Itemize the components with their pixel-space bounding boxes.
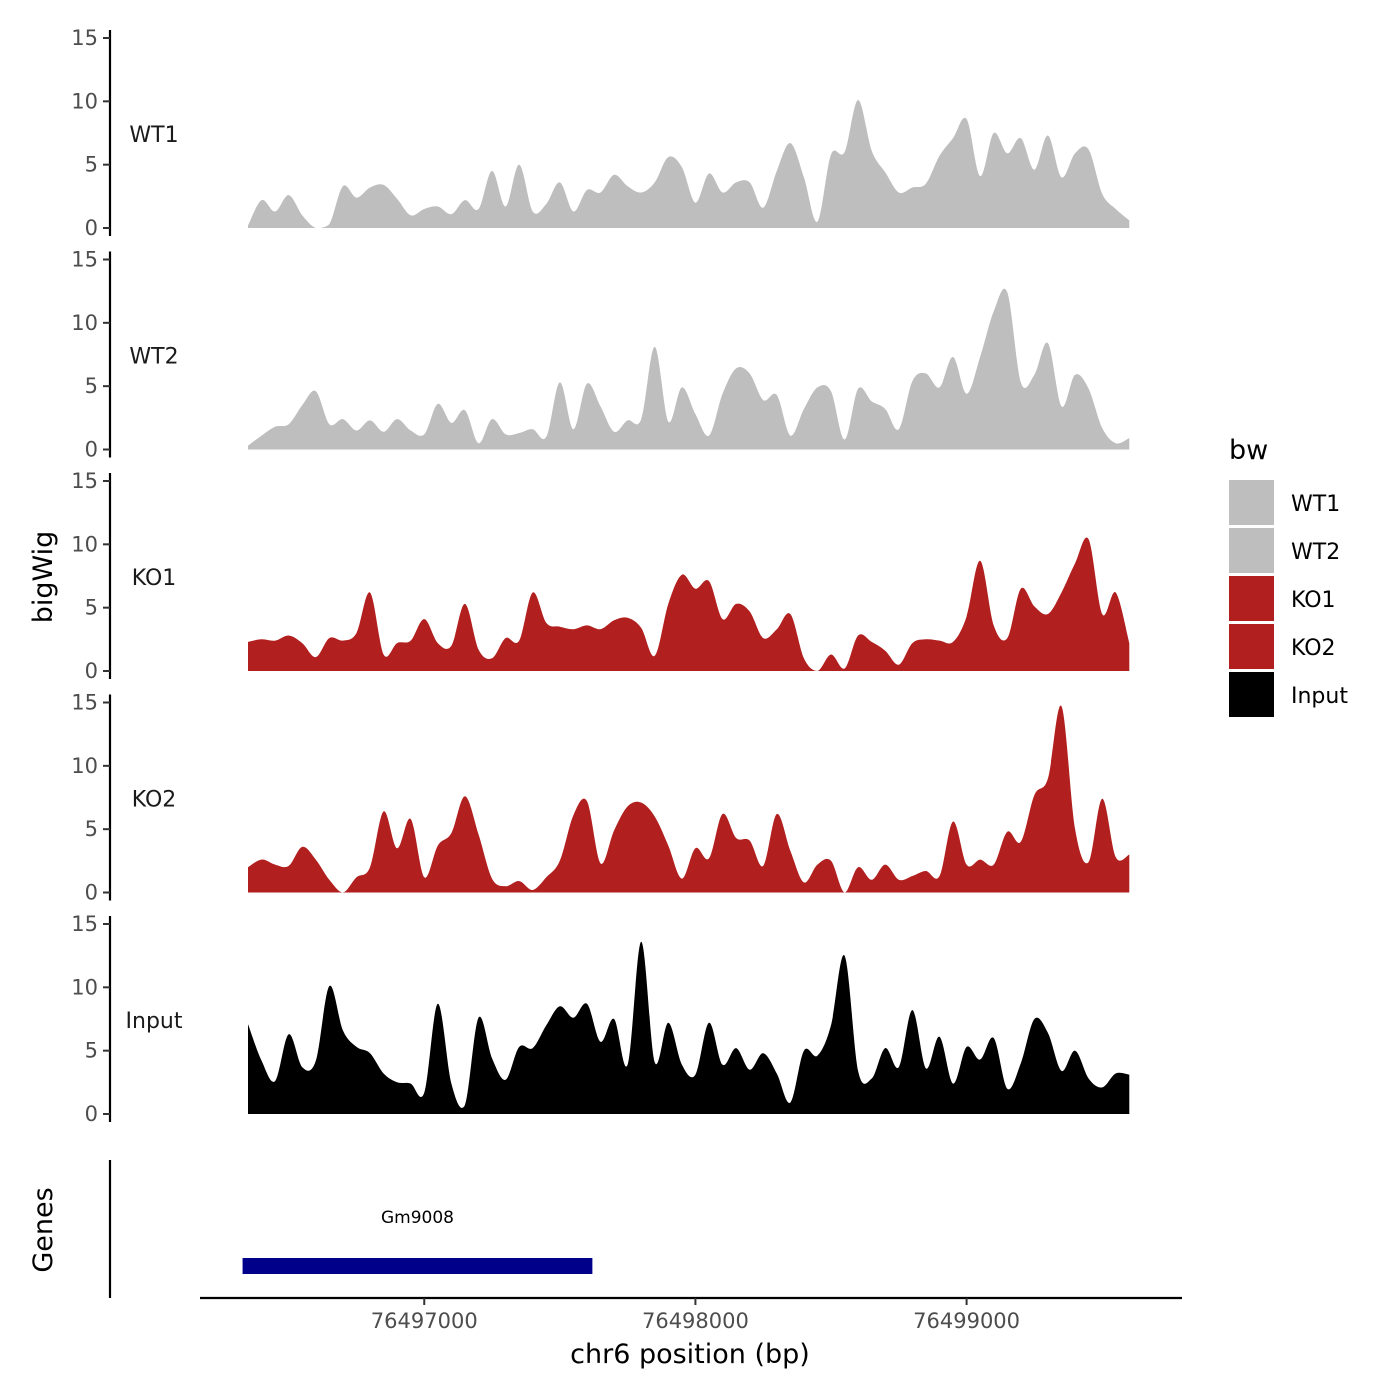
legend-label-input: Input [1291,684,1348,709]
y-tick-label-input-5: 5 [85,1039,98,1063]
gene-models: Gm9008 [242,1208,593,1274]
y-tick-label-ko2-10: 10 [71,754,98,778]
legend-item-input: Input [1229,672,1348,717]
legend-item-ko1: KO1 [1229,576,1336,621]
track-ko1: 0 5 10 15 KO1 [71,469,1130,683]
signal-area-input [248,941,1130,1114]
legend-swatch-wt2 [1229,528,1274,573]
x-ticks: 76497000 76498000 76499000 [371,1298,1020,1333]
legend-item-wt1: WT1 [1229,480,1340,525]
gene-track: Genes Gm9008 [28,1160,593,1298]
legend-label-wt1: WT1 [1291,492,1340,517]
y-tick-label-wt1-10: 10 [71,89,98,113]
gene-body-gm9008 [242,1258,593,1274]
legend-swatch-wt1 [1229,480,1274,525]
x-tick-label-76498000: 76498000 [642,1309,749,1333]
y-tick-label-ko2-5: 5 [85,817,98,841]
track-wt1: 0 5 10 15 WT1 [71,26,1130,240]
signal-area-ko1 [248,537,1130,671]
legend-item-ko2: KO2 [1229,624,1336,669]
y-tick-label-input-15: 15 [71,912,98,936]
y-axis-title: bigWig [28,531,59,624]
y-tick-label-ko1-10: 10 [71,532,98,556]
track-label-ko2: KO2 [132,788,177,813]
legend-swatch-ko2 [1229,624,1274,669]
y-tick-label-wt2-10: 10 [71,311,98,335]
signal-tracks: 0 5 10 15 WT1 0 5 10 15 WT2 0 5 10 15 KO1 0 5 10 15 KO2 0 5 10… [71,26,1130,1126]
track-label-wt2: WT2 [129,345,178,370]
signal-area-wt2 [248,288,1130,450]
legend-label-wt2: WT2 [1291,540,1340,565]
y-tick-label-input-0: 0 [85,1102,98,1126]
track-label-ko1: KO1 [132,566,177,591]
y-tick-label-wt1-0: 0 [85,216,98,240]
signal-area-ko2 [248,705,1130,893]
y-tick-label-wt2-0: 0 [85,438,98,462]
y-tick-label-ko2-15: 15 [71,691,98,715]
legend-swatch-ko1 [1229,576,1274,621]
legend-item-wt2: WT2 [1229,528,1340,573]
legend: bw WT1 WT2 KO1 KO2 Input [1229,435,1348,717]
y-tick-label-wt1-5: 5 [85,153,98,177]
legend-label-ko2: KO2 [1291,636,1336,661]
y-tick-label-wt2-15: 15 [71,248,98,272]
legend-title: bw [1229,435,1268,466]
y-tick-label-ko1-5: 5 [85,596,98,620]
track-input: 0 5 10 15 Input [71,912,1130,1126]
y-tick-label-input-10: 10 [71,975,98,999]
x-tick-label-76499000: 76499000 [913,1309,1020,1333]
x-axis-title: chr6 position (bp) [570,1339,810,1370]
y-tick-label-ko1-0: 0 [85,659,98,683]
legend-swatch-input [1229,672,1274,717]
track-wt2: 0 5 10 15 WT2 [71,248,1130,462]
gene-track-label: Genes [28,1187,59,1272]
x-axis: 76497000 76498000 76499000 chr6 position (… [200,1296,1182,1370]
track-label-wt1: WT1 [129,123,178,148]
x-tick-label-76497000: 76497000 [371,1309,478,1333]
signal-area-wt1 [248,100,1130,228]
gene-gm9008: Gm9008 [242,1208,593,1274]
y-tick-label-ko2-0: 0 [85,881,98,905]
gene-name-gm9008: Gm9008 [381,1208,454,1228]
legend-label-ko1: KO1 [1291,588,1336,613]
legend-items: WT1 WT2 KO1 KO2 Input [1229,480,1348,717]
y-tick-label-wt1-15: 15 [71,26,98,50]
y-tick-label-wt2-5: 5 [85,374,98,398]
track-ko2: 0 5 10 15 KO2 [71,691,1130,905]
track-label-input: Input [126,1009,183,1034]
y-tick-label-ko1-15: 15 [71,469,98,493]
